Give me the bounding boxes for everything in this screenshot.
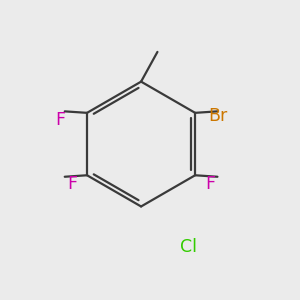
Text: F: F [205, 175, 215, 193]
Text: F: F [67, 175, 77, 193]
Text: Cl: Cl [180, 238, 197, 256]
Text: F: F [55, 111, 65, 129]
Text: Br: Br [208, 107, 227, 125]
